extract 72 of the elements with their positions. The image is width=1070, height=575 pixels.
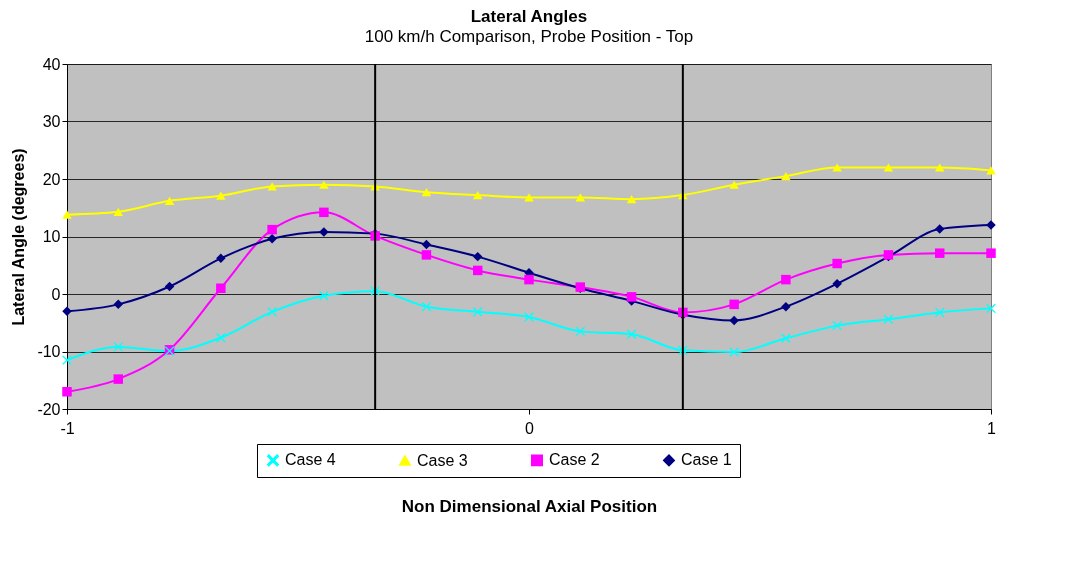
point xyxy=(524,274,534,285)
y-axis-title: Lateral Angle (degrees) xyxy=(10,148,28,326)
point xyxy=(319,180,329,189)
point xyxy=(781,333,791,344)
point xyxy=(626,292,637,302)
point xyxy=(164,281,175,292)
point xyxy=(832,278,842,289)
chart-subtitle: 100 km/h Comparison, Probe Position - Top xyxy=(364,27,694,46)
legend-label: Case 3 xyxy=(417,451,468,469)
y-tick-label: 0 xyxy=(51,285,61,303)
point xyxy=(62,387,72,397)
point xyxy=(986,248,996,258)
point xyxy=(421,301,432,312)
y-tick-label: -10 xyxy=(37,343,61,360)
point xyxy=(729,315,739,326)
point xyxy=(934,248,945,258)
point xyxy=(216,332,226,343)
x-tick-label: 1 xyxy=(987,419,997,437)
point xyxy=(626,195,637,204)
point xyxy=(319,207,329,218)
point xyxy=(986,303,996,314)
legend-label: Case 2 xyxy=(549,451,600,469)
x-tick-label: 0 xyxy=(525,419,535,437)
point xyxy=(472,307,483,317)
point xyxy=(832,258,842,269)
point xyxy=(883,314,894,325)
point xyxy=(729,180,739,189)
point xyxy=(421,239,432,250)
point xyxy=(934,307,945,318)
point xyxy=(113,207,124,216)
point xyxy=(575,326,586,337)
point xyxy=(524,193,534,202)
point xyxy=(472,265,483,276)
point xyxy=(62,210,72,219)
point xyxy=(164,196,175,205)
point xyxy=(113,299,124,310)
point xyxy=(267,182,277,191)
point xyxy=(267,224,277,235)
point xyxy=(319,290,329,301)
point xyxy=(934,163,945,172)
point xyxy=(781,274,791,285)
point xyxy=(421,250,432,260)
y-tick-label: 20 xyxy=(42,170,61,188)
point xyxy=(729,347,739,357)
x-axis-title: Non Dimensional Axial Position xyxy=(401,496,658,516)
legend-label: Case 4 xyxy=(285,451,336,469)
chart-title: Lateral Angles xyxy=(470,7,588,26)
point xyxy=(575,193,586,202)
point xyxy=(781,301,791,312)
y-tick-label: 30 xyxy=(42,113,61,130)
y-tick-label: -20 xyxy=(37,400,61,418)
point xyxy=(781,172,791,181)
x-tick-label: -1 xyxy=(60,419,75,437)
point xyxy=(472,190,483,200)
point xyxy=(113,342,124,352)
legend-label: Case 1 xyxy=(681,451,732,469)
point xyxy=(883,163,894,172)
point xyxy=(626,329,637,339)
y-tick-label: 10 xyxy=(42,228,61,245)
point xyxy=(729,299,739,310)
point xyxy=(421,188,432,197)
point xyxy=(113,374,124,384)
point xyxy=(267,234,277,244)
point xyxy=(934,224,945,234)
point xyxy=(267,307,277,317)
point xyxy=(216,191,226,200)
point xyxy=(216,283,226,293)
point xyxy=(216,253,226,264)
point xyxy=(832,320,842,331)
point xyxy=(832,163,842,172)
point xyxy=(472,251,483,262)
y-tick-label: 40 xyxy=(42,55,61,73)
